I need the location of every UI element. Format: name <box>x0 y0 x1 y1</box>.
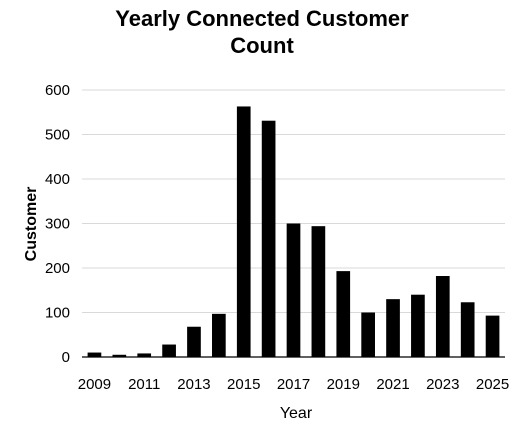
y-tick-label: 500 <box>45 127 70 144</box>
y-tick-label: 600 <box>45 82 70 99</box>
bars <box>87 106 500 357</box>
bar-2018 <box>311 226 326 357</box>
x-tick-label: 2011 <box>128 376 160 393</box>
x-axis-label: Year <box>280 405 313 422</box>
bar-2010 <box>112 354 127 357</box>
x-tick-label: 2019 <box>327 376 360 393</box>
x-tick-label: 2009 <box>78 376 111 393</box>
bar-2020 <box>361 312 375 357</box>
bar-2017 <box>286 223 301 357</box>
x-tick-label: 2023 <box>426 376 459 393</box>
x-tick-label: 2017 <box>277 376 310 393</box>
y-tick-label: 300 <box>45 216 70 233</box>
x-tick-label: 2013 <box>177 376 210 393</box>
y-axis-ticks: 0 100 200 300 400 500 600 <box>45 82 70 366</box>
y-tick-label: 100 <box>45 305 70 322</box>
bar-2013 <box>187 326 201 357</box>
bar-2024 <box>460 302 475 357</box>
y-tick-label: 400 <box>45 171 70 188</box>
bar-2022 <box>411 294 425 357</box>
bar-2016 <box>261 120 276 357</box>
bar-2023 <box>435 276 450 357</box>
chart-title-line-1: Yearly Connected Customer <box>115 6 409 31</box>
bar-2015 <box>236 106 251 357</box>
y-axis-label: Customer <box>23 187 40 262</box>
x-tick-label: 2015 <box>227 376 260 393</box>
bar-2025 <box>485 315 500 357</box>
bar-2021 <box>386 299 400 357</box>
bar-2009 <box>87 352 102 357</box>
bar-2019 <box>336 271 351 357</box>
x-tick-label: 2025 <box>476 376 509 393</box>
x-axis-ticks: 2009 2011 2013 2015 2017 2019 2021 2023 2025 <box>78 376 509 393</box>
bar-2014 <box>212 313 226 357</box>
y-tick-label: 200 <box>45 260 70 277</box>
bar-2012 <box>162 344 176 357</box>
bar-2011 <box>137 353 152 357</box>
chart-title-line-2: Count <box>230 33 294 58</box>
x-tick-label: 2021 <box>376 376 409 393</box>
y-tick-label: 0 <box>62 349 70 366</box>
